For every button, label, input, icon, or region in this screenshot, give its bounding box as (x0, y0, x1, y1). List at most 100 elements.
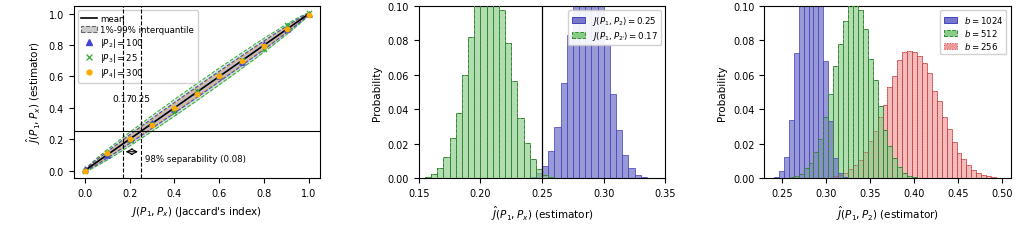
Point (121, 138, 138, 142)
Point (99, 152, 115, 155)
Bar (798, 0, 804, 179)
Bar (499, 11, 505, 179)
Bar (873, 81, 878, 179)
Bar (793, 176, 798, 179)
Bar (774, 177, 779, 179)
Bar (819, 139, 823, 179)
Bar (897, 61, 903, 179)
Bar (554, 178, 561, 179)
Bar (475, 0, 481, 179)
Bar (848, 7, 853, 179)
Bar (431, 174, 437, 179)
Bar (952, 143, 957, 179)
Bar (828, 121, 833, 179)
Bar (897, 167, 903, 179)
Bar (493, 0, 499, 179)
Bar (868, 60, 873, 179)
Bar (848, 178, 853, 179)
Bar (833, 177, 838, 179)
Bar (819, 178, 823, 179)
Bar (425, 177, 431, 179)
Bar (567, 35, 573, 179)
Bar (912, 53, 917, 179)
Bar (912, 177, 917, 179)
Bar (957, 153, 962, 179)
Bar (524, 143, 530, 179)
Bar (882, 130, 887, 179)
Bar (873, 132, 878, 179)
Bar (981, 175, 986, 179)
Point (211, 74, 228, 78)
Bar (976, 173, 981, 179)
Point (189, 91, 205, 95)
Bar (991, 178, 996, 179)
Point (301, 12, 318, 16)
Bar (927, 74, 932, 179)
Y-axis label: Probability: Probability (372, 65, 382, 120)
Point (166, 107, 183, 111)
Bar (814, 153, 819, 179)
Bar (1001, 178, 1006, 179)
Bar (443, 157, 449, 179)
Bar (798, 174, 804, 179)
Bar (461, 76, 469, 179)
Bar (967, 166, 971, 179)
Point (189, 93, 205, 96)
Bar (863, 30, 868, 179)
Bar (512, 82, 518, 179)
Bar (838, 45, 843, 179)
Bar (868, 142, 873, 179)
Bar (789, 177, 793, 179)
Bar (941, 117, 946, 179)
Text: 98% separability (0.08): 98% separability (0.08) (145, 154, 246, 163)
Bar (530, 160, 536, 179)
Bar (823, 62, 828, 179)
Bar (882, 130, 887, 179)
Point (211, 75, 228, 79)
Bar (629, 169, 635, 179)
Bar (425, 177, 431, 179)
Bar (603, 45, 610, 179)
Bar (449, 138, 455, 179)
X-axis label: $\hat{J}(P_1, P_x)$ (estimator): $\hat{J}(P_1, P_x)$ (estimator) (491, 204, 593, 222)
Bar (505, 44, 512, 179)
Bar (536, 169, 542, 179)
Bar (962, 160, 967, 179)
Bar (922, 63, 927, 179)
Bar (542, 167, 548, 179)
Point (234, 61, 250, 65)
Bar (868, 60, 873, 179)
Point (144, 123, 160, 127)
Bar (804, 168, 809, 179)
Bar (853, 166, 858, 179)
Bar (819, 178, 823, 179)
Bar (784, 178, 789, 179)
Bar (986, 176, 991, 179)
Bar (863, 30, 868, 179)
Bar (917, 178, 922, 179)
Bar (579, 0, 585, 179)
Bar (848, 7, 853, 179)
Bar (641, 177, 647, 179)
Bar (833, 67, 838, 179)
Bar (932, 92, 937, 179)
Bar (548, 177, 554, 179)
Bar (536, 169, 542, 179)
Bar (996, 178, 1001, 179)
Bar (597, 0, 603, 179)
Bar (897, 167, 903, 179)
Bar (437, 168, 443, 179)
Bar (793, 176, 798, 179)
Bar (937, 101, 941, 179)
Bar (957, 153, 962, 179)
Bar (828, 95, 833, 179)
Bar (887, 147, 892, 179)
Bar (512, 82, 518, 179)
Bar (971, 170, 976, 179)
Bar (887, 87, 892, 179)
Bar (819, 139, 823, 179)
Bar (455, 114, 461, 179)
Bar (878, 117, 882, 179)
Bar (449, 138, 455, 179)
Bar (798, 174, 804, 179)
